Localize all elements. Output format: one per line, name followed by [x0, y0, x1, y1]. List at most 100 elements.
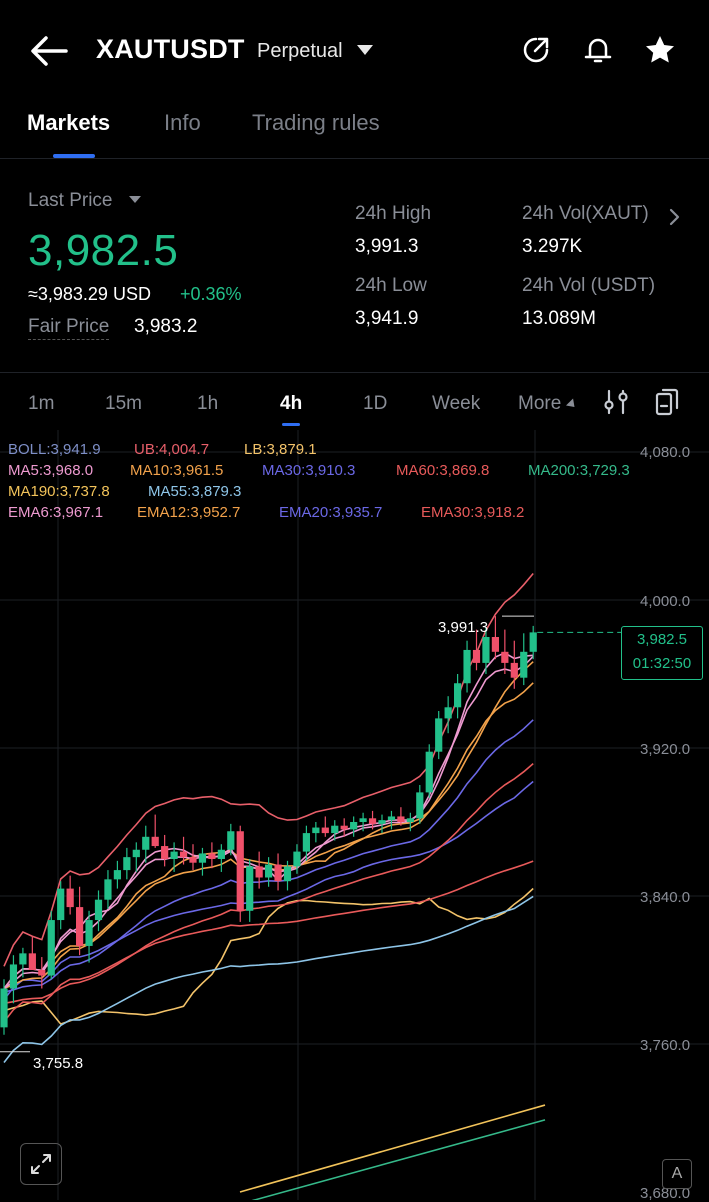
current-price-tag: 3,982.5 01:32:50: [621, 626, 703, 680]
share-icon[interactable]: [520, 34, 552, 66]
indicator-value: MA10:3,961.5: [130, 462, 224, 479]
indicator-value: MA190:3,737.8: [8, 483, 110, 500]
vol-base-label[interactable]: 24h Vol(XAUT): [522, 203, 649, 224]
low-label: 24h Low: [355, 275, 427, 296]
y-axis-label: 3,680.0: [640, 1185, 691, 1202]
tab-trading-rules[interactable]: Trading rules: [252, 110, 380, 135]
fair-price-label[interactable]: Fair Price: [28, 316, 110, 340]
candle-body: [520, 651, 528, 678]
candle-body: [19, 953, 27, 965]
caret-down-icon[interactable]: [357, 45, 373, 55]
current-price-tag-value: 3,982.5: [636, 631, 688, 648]
candle-body: [217, 849, 225, 859]
candle-body: [57, 888, 65, 921]
low-marker-label: 3,755.8: [33, 1055, 84, 1072]
candle-body: [85, 920, 93, 946]
candle-body: [378, 820, 386, 824]
indicator-value: EMA12:3,952.7: [137, 504, 241, 521]
interval-week[interactable]: Week: [432, 393, 481, 414]
vol-quote-label: 24h Vol (USDT): [522, 275, 656, 296]
candle-body: [406, 818, 414, 822]
auto-scale-button[interactable]: A: [662, 1159, 692, 1189]
contract-type-label[interactable]: Perpetual: [257, 40, 343, 62]
candle-body: [302, 833, 310, 852]
candle-body: [161, 846, 169, 859]
ma5-line: [3, 652, 534, 989]
y-axis-label: 3,760.0: [640, 1037, 691, 1054]
symbol-title[interactable]: XAUTUSDT: [96, 34, 245, 64]
candle-body: [255, 866, 263, 878]
chevron-right-icon[interactable]: [668, 207, 682, 227]
candle-body: [236, 831, 244, 911]
star-icon[interactable]: [644, 34, 676, 66]
ma190-line: [239, 1104, 546, 1193]
usd-equivalent: ≈3,983.29 USD: [28, 284, 151, 304]
boll-upper-line: [3, 572, 534, 967]
candle-body: [47, 920, 55, 976]
candle-body: [331, 825, 339, 834]
candle-body: [0, 988, 8, 1028]
candle-body: [132, 849, 140, 858]
candle-body: [94, 899, 103, 921]
indicator-value: EMA30:3,918.2: [421, 504, 525, 521]
candle-body: [482, 637, 490, 663]
indicator-value: MA55:3,879.3: [148, 483, 242, 500]
indicator-settings-icon[interactable]: [603, 388, 629, 416]
tab-underline: [53, 154, 95, 158]
candle-body: [274, 864, 282, 882]
candle-body: [208, 853, 216, 859]
indicator-value: MA60:3,869.8: [396, 462, 490, 479]
ma60-line: [3, 860, 534, 1023]
candle-body: [340, 825, 348, 830]
candlestick-chart[interactable]: [0, 430, 709, 1200]
candle-body: [425, 751, 433, 793]
back-arrow-icon[interactable]: [28, 30, 70, 72]
candle-body: [104, 879, 112, 900]
bell-icon[interactable]: [582, 34, 614, 66]
y-axis-label: 3,840.0: [640, 889, 691, 906]
interval-4h[interactable]: 4h: [280, 393, 303, 414]
tab-markets[interactable]: Markets: [27, 110, 111, 135]
interval-15m[interactable]: 15m: [105, 393, 142, 414]
tab-info[interactable]: Info: [164, 110, 201, 135]
candle-body: [142, 836, 150, 850]
candle-body: [463, 649, 471, 684]
indicator-value: MA5:3,968.0: [8, 462, 94, 479]
caret-down-icon[interactable]: [565, 398, 579, 411]
interval-underline: [282, 423, 300, 426]
low-value: 3,941.9: [355, 308, 419, 329]
candle-body: [265, 864, 273, 878]
candle-body: [76, 907, 84, 946]
interval-1h[interactable]: 1h: [197, 393, 219, 414]
vol-base-value: 3.297K: [522, 236, 583, 257]
interval-more[interactable]: More: [518, 393, 562, 414]
divider: [0, 372, 709, 373]
candle-body: [28, 953, 36, 970]
y-axis-label: 4,000.0: [640, 593, 691, 610]
candle-body: [189, 857, 197, 863]
candle-body: [368, 818, 377, 824]
ma200-line: [251, 1119, 546, 1200]
candle-body: [9, 964, 18, 989]
interval-1m[interactable]: 1m: [28, 393, 55, 414]
y-axis-label: 3,920.0: [640, 741, 691, 758]
last-price: 3,982.5: [28, 226, 179, 275]
ma30-line: [3, 780, 534, 1001]
candle-body: [170, 851, 178, 859]
indicator-value: MA30:3,910.3: [262, 462, 356, 479]
indicator-value: MA200:3,729.3: [528, 462, 630, 479]
candle-body: [198, 853, 207, 863]
candle-body: [491, 637, 499, 652]
fullscreen-icon[interactable]: [20, 1143, 62, 1185]
ma10-line: [3, 661, 534, 989]
candle-body: [293, 851, 301, 867]
divider: [0, 158, 709, 159]
copy-icon[interactable]: [654, 386, 680, 418]
candle-body: [501, 651, 509, 663]
caret-down-icon[interactable]: [129, 196, 141, 203]
last-price-label[interactable]: Last Price: [28, 190, 113, 211]
candle-body: [38, 970, 46, 976]
candle-body: [246, 866, 254, 911]
interval-1d[interactable]: 1D: [363, 393, 388, 414]
high-marker-label: 3,991.3: [438, 619, 489, 636]
